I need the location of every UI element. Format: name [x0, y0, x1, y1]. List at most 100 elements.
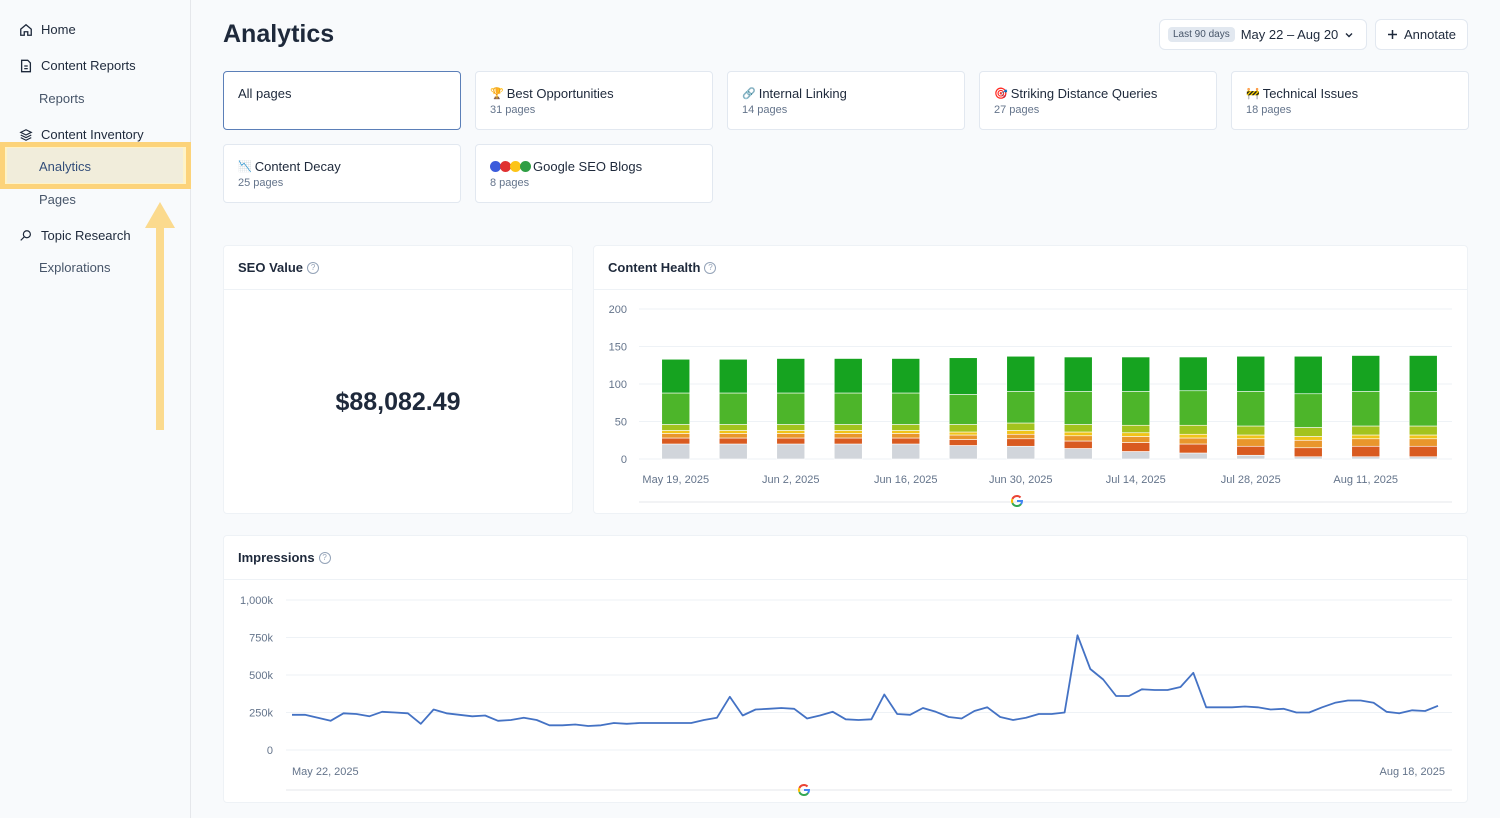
bar-segment: [1178, 390, 1208, 426]
bar-segment: [1121, 436, 1151, 443]
sidebar-item-topic-research[interactable]: Topic Research: [19, 228, 131, 243]
y-tick-label: 500k: [249, 670, 273, 682]
bar-segment: [1408, 445, 1438, 458]
bar-segment: [891, 430, 921, 434]
bar-segment: [1006, 433, 1036, 440]
bar-segment: [1178, 424, 1208, 435]
sidebar-item-content-reports[interactable]: Content Reports: [19, 58, 136, 73]
bar-segment: [948, 357, 978, 395]
bar-segment: [1121, 356, 1151, 392]
date-range-label: May 22 – Aug 20: [1240, 27, 1339, 42]
y-tick-label: 0: [621, 454, 627, 466]
sidebar-item-content-inventory[interactable]: Content Inventory: [19, 127, 144, 142]
bar-segment: [1006, 430, 1036, 435]
bar-segment: [1236, 438, 1266, 447]
bar-segment: [1293, 393, 1323, 428]
y-tick-label: 1,000k: [240, 595, 274, 607]
y-tick-label: 200: [609, 304, 627, 316]
bar-segment: [1121, 442, 1151, 452]
panel-header: Content Health ?: [594, 246, 1467, 290]
sidebar-item-reports[interactable]: Reports: [39, 91, 85, 106]
segment-name: Technical Issues: [1262, 86, 1359, 101]
bar-segment: [1063, 356, 1093, 392]
segment-card-technical-issues[interactable]: 🚧 Technical Issues 18 pages: [1231, 71, 1469, 130]
segment-card-striking-distance[interactable]: 🎯 Striking Distance Queries 27 pages: [979, 71, 1217, 130]
impressions-panel: Impressions ? 0 250k 500k 750k 1,000k May 22,…: [223, 535, 1468, 803]
date-preset-badge: Last 90 days: [1168, 27, 1235, 42]
bar-segment: [1351, 434, 1381, 440]
bar-segment: [833, 424, 863, 431]
bar-segment: [661, 433, 691, 439]
bar-segment: [1293, 447, 1323, 458]
bar-segment: [776, 437, 806, 445]
y-tick-label: 150: [609, 342, 627, 354]
bar-segment: [776, 392, 806, 425]
segment-card-internal-linking[interactable]: 🔗 Internal Linking 14 pages: [727, 71, 965, 130]
segment-card-best-opportunities[interactable]: 🏆 Best Opportunities 31 pages: [475, 71, 713, 130]
bar-segment: [1121, 424, 1151, 434]
help-icon[interactable]: ?: [307, 261, 320, 274]
segment-count: 18 pages: [1246, 104, 1292, 116]
bar-segment: [948, 445, 978, 460]
segment-card-content-decay[interactable]: 📉 Content Decay 25 pages: [223, 144, 461, 203]
x-tick-label: May 22, 2025: [292, 766, 359, 778]
bar-segment: [1351, 355, 1381, 392]
bar-segment: [1178, 433, 1208, 439]
bar-segment: [891, 424, 921, 431]
annotate-button[interactable]: Annotate: [1375, 19, 1468, 50]
bar-segment: [1121, 432, 1151, 437]
bar-segment: [1408, 425, 1438, 436]
bar-segment: [833, 358, 863, 394]
segment-name: Content Decay: [254, 159, 341, 174]
sidebar-item-analytics[interactable]: Analytics: [39, 159, 92, 174]
bar-segment: [718, 430, 748, 434]
bar-segment: [891, 437, 921, 445]
x-tick-label: Jun 2, 2025: [762, 474, 820, 486]
segment-count: 31 pages: [490, 104, 536, 116]
bar-segment: [1063, 431, 1093, 437]
x-tick-label: Jul 28, 2025: [1221, 474, 1281, 486]
sidebar-item-pages[interactable]: Pages: [39, 192, 76, 207]
bar-segment: [1408, 434, 1438, 440]
segment-count: 25 pages: [238, 177, 284, 189]
bar-segment: [661, 443, 691, 460]
bar-segment: [661, 358, 691, 394]
help-icon[interactable]: ?: [704, 261, 717, 274]
bar-segment: [661, 430, 691, 434]
bar-segment: [1006, 391, 1036, 424]
bar-segment: [1121, 391, 1151, 426]
segment-card-google-seo-blogs[interactable]: Google SEO Blogs 8 pages: [475, 144, 713, 203]
arrow-up-annotation: [145, 202, 175, 430]
segment-card-all-pages[interactable]: All pages: [223, 71, 461, 130]
y-tick-label: 50: [615, 417, 627, 429]
sidebar-item-label: Content Inventory: [41, 127, 144, 142]
segment-count: 14 pages: [742, 104, 788, 116]
bar-segment: [1006, 355, 1036, 392]
date-range-picker[interactable]: Last 90 days May 22 – Aug 20: [1159, 19, 1367, 50]
help-icon[interactable]: ?: [318, 551, 331, 564]
segment-name: Internal Linking: [758, 86, 847, 101]
bar-segment: [891, 443, 921, 460]
bar-segment: [833, 430, 863, 434]
bar-segment: [833, 437, 863, 445]
panel-header: Impressions ?: [224, 536, 1467, 580]
document-icon: [19, 59, 33, 73]
y-tick-label: 750k: [249, 633, 273, 645]
bar-segment: [1351, 391, 1381, 427]
bar-segment: [1121, 451, 1151, 460]
chart-down-icon: 📉: [238, 161, 252, 173]
bar-segment: [948, 394, 978, 425]
bar-segment: [1178, 443, 1208, 454]
sidebar-item-explorations[interactable]: Explorations: [39, 260, 111, 275]
bar-segment: [1293, 427, 1323, 437]
target-icon: 🎯: [994, 88, 1008, 100]
bar-segment: [1293, 439, 1323, 449]
sidebar-item-home[interactable]: Home: [19, 22, 76, 37]
bar-segment: [776, 430, 806, 434]
y-tick-label: 250k: [249, 708, 273, 720]
bar-segment: [1063, 424, 1093, 433]
bar-segment: [1408, 456, 1438, 460]
sidebar-item-label: Topic Research: [41, 228, 131, 243]
seo-value-panel: SEO Value ? $88,082.49: [223, 245, 573, 514]
sidebar-item-label: Content Reports: [41, 58, 136, 73]
